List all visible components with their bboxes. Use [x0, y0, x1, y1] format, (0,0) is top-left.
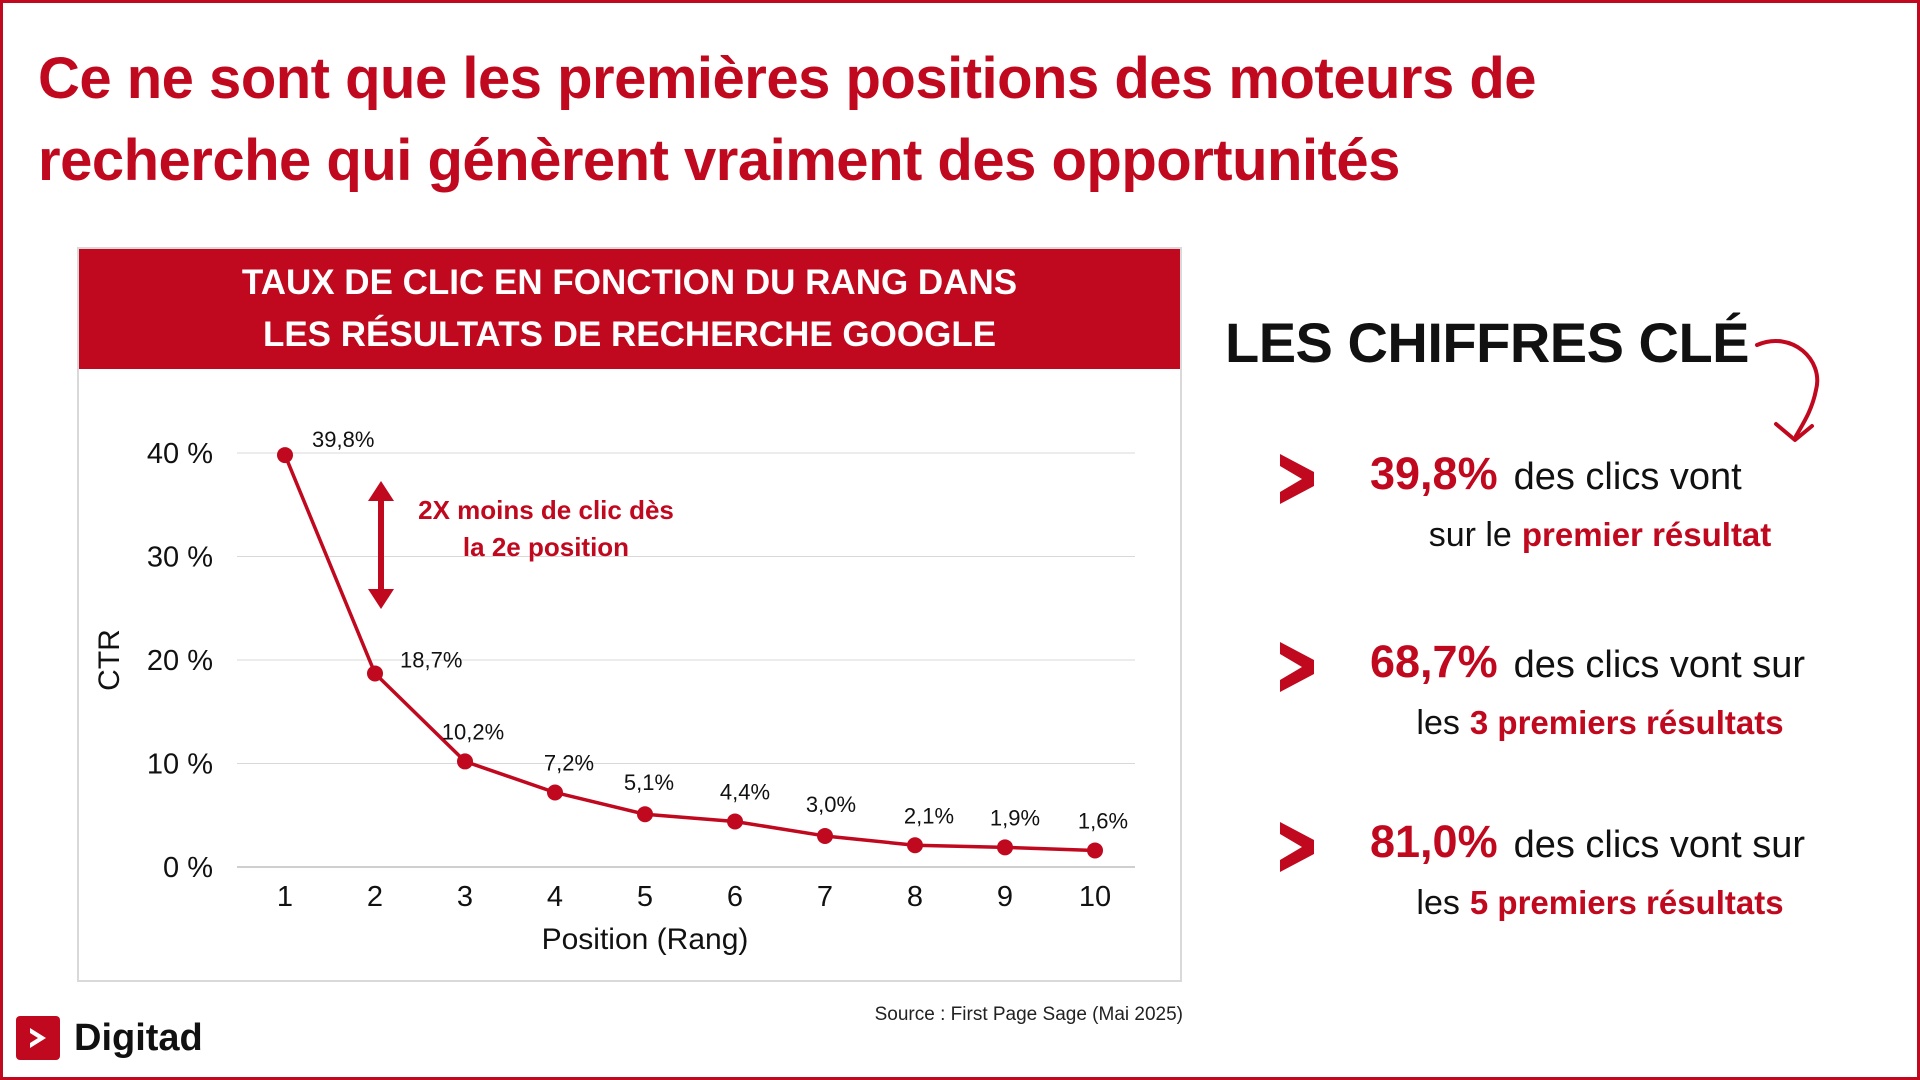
y-axis-title: CTR [93, 629, 126, 691]
key-figure-2-value: 68,7% [1370, 636, 1498, 687]
x-tick-label: 1 [277, 881, 293, 913]
page-title-line-1: Ce ne sont que les premières positions d… [38, 46, 1537, 111]
series-line [283, 454, 1096, 853]
x-tick-label: 8 [907, 881, 923, 913]
ctr-line-chart: 0 % 10 % 20 % 30 % 40 % 1 2 3 4 5 6 7 8 9 10 Position (… [93, 427, 1135, 956]
data-label: 3,0% [806, 792, 856, 817]
data-point [907, 837, 923, 854]
play-chevron-icon [16, 1016, 60, 1060]
data-label: 5,1% [624, 770, 674, 795]
chart-card: TAUX DE CLIC EN FONCTION DU RANG DANS LE… [77, 247, 1182, 982]
key-figure-3-value: 81,0% [1370, 816, 1498, 867]
data-label: 1,9% [990, 805, 1040, 830]
key-figure-2-line-1: 68,7% des clics vont sur [1370, 636, 1805, 688]
key-figure-2-line-2: les 3 premiers résultats [1370, 704, 1830, 743]
key-figures-title: LES CHIFFRES CLÉ [1225, 311, 1750, 374]
data-label: 39,8% [312, 427, 374, 452]
page-title: Ce ne sont que les premières positions d… [38, 38, 1838, 202]
y-tick-label: 30 % [147, 542, 213, 574]
y-tick-label: 20 % [147, 645, 213, 677]
data-label: 10,2% [442, 719, 504, 744]
data-label: 18,7% [400, 647, 462, 672]
data-label: 2,1% [904, 803, 954, 828]
chart-title-line-2: LES RÉSULTATS DE RECHERCHE GOOGLE [262, 315, 997, 354]
x-tick-label: 3 [457, 881, 473, 913]
data-point [277, 447, 293, 464]
chevron-right-icon [1280, 454, 1314, 504]
data-point [1087, 842, 1103, 859]
data-point [637, 806, 653, 823]
x-tick-label: 2 [367, 881, 383, 913]
key-figure-3-line-1: 81,0% des clics vont sur [1370, 816, 1805, 868]
x-tick-label: 5 [637, 881, 653, 913]
key-figure-3-line-2: les 5 premiers résultats [1370, 884, 1830, 923]
chevron-right-icon [1280, 822, 1314, 872]
key-figure-1-line-2: sur le premier résultat [1370, 516, 1830, 555]
x-tick-label: 7 [817, 881, 833, 913]
key-figure-1-line-1: 39,8% des clics vont [1370, 448, 1742, 500]
source-note: Source : First Page Sage (Mai 2025) [874, 1004, 1183, 1025]
data-point [817, 827, 833, 844]
data-point [547, 784, 563, 801]
logo-text: Digitad [74, 1016, 203, 1059]
key-figure-1-plain: sur le [1428, 516, 1512, 554]
digitad-logo: Digitad [16, 1016, 203, 1060]
key-figure-1-text: des clics vont [1513, 456, 1742, 498]
y-tick-label: 10 % [147, 749, 213, 781]
x-tick-label: 10 [1079, 881, 1111, 913]
key-figure-2-text: des clics vont sur [1513, 644, 1806, 686]
annotation-line-2: la 2e position [463, 532, 629, 562]
x-tick-label: 9 [997, 881, 1013, 913]
x-tick-label: 6 [727, 881, 743, 913]
data-label: 4,4% [720, 779, 770, 804]
data-point [997, 839, 1013, 856]
chart-title-line-1: TAUX DE CLIC EN FONCTION DU RANG DANS [241, 263, 1018, 302]
key-figure-3-text: des clics vont sur [1513, 824, 1806, 866]
data-point [727, 813, 743, 830]
y-tick-label: 40 % [147, 438, 213, 470]
key-figure-3-highlight: 5 premiers résultats [1469, 884, 1784, 921]
x-tick-label: 4 [547, 881, 563, 913]
x-axis-title: Position (Rang) [542, 923, 749, 956]
data-label: 1,6% [1078, 808, 1128, 833]
key-figure-2-plain: les [1416, 704, 1460, 742]
arrow-down-icon [368, 589, 394, 609]
curved-arrow-icon [1755, 339, 1820, 442]
key-figure-3-plain: les [1416, 884, 1460, 922]
data-label: 7,2% [544, 750, 594, 775]
arrow-up-icon [368, 481, 394, 501]
key-figure-2-highlight: 3 premiers résultats [1469, 704, 1784, 741]
chart-title: TAUX DE CLIC EN FONCTION DU RANG DANS LE… [79, 249, 1180, 369]
key-figure-1-value: 39,8% [1370, 448, 1498, 499]
y-tick-label: 0 % [163, 852, 213, 884]
key-figure-1-highlight: premier résultat [1521, 516, 1772, 553]
annotation-line-1: 2X moins de clic dès [418, 495, 674, 525]
page-title-line-2: recherche qui génèrent vraiment des oppo… [38, 128, 1400, 193]
data-point [367, 665, 383, 682]
data-point [457, 753, 473, 770]
chevron-right-icon [1280, 642, 1314, 692]
